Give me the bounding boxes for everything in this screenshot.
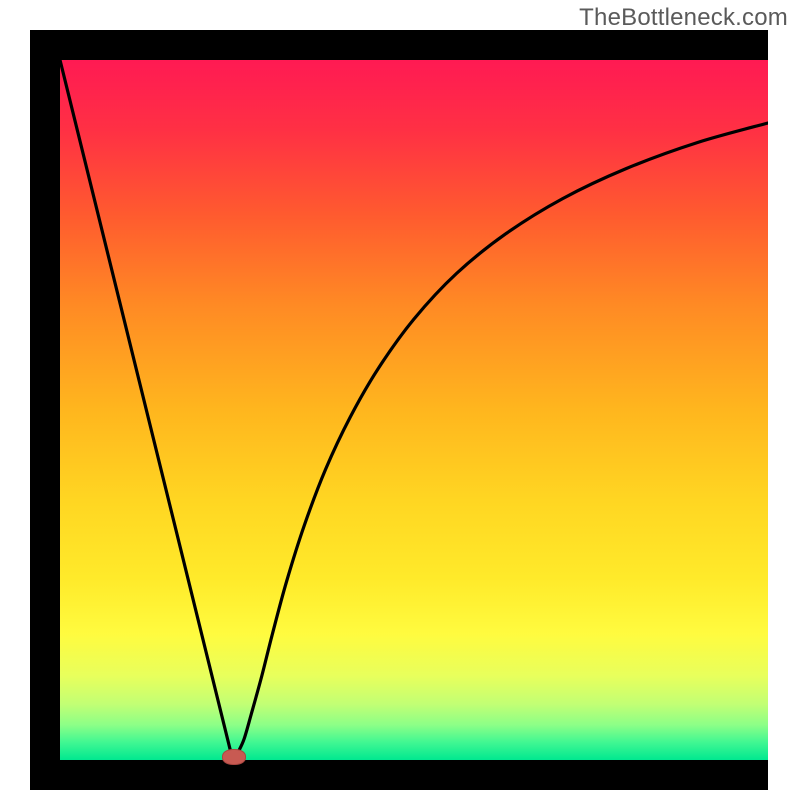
watermark-text: TheBottleneck.com — [579, 4, 788, 32]
bottleneck-chart: TheBottleneck.com — [0, 0, 800, 800]
optimal-point-marker — [222, 749, 246, 765]
bottleneck-curve — [60, 60, 768, 760]
plot-area — [60, 60, 768, 760]
